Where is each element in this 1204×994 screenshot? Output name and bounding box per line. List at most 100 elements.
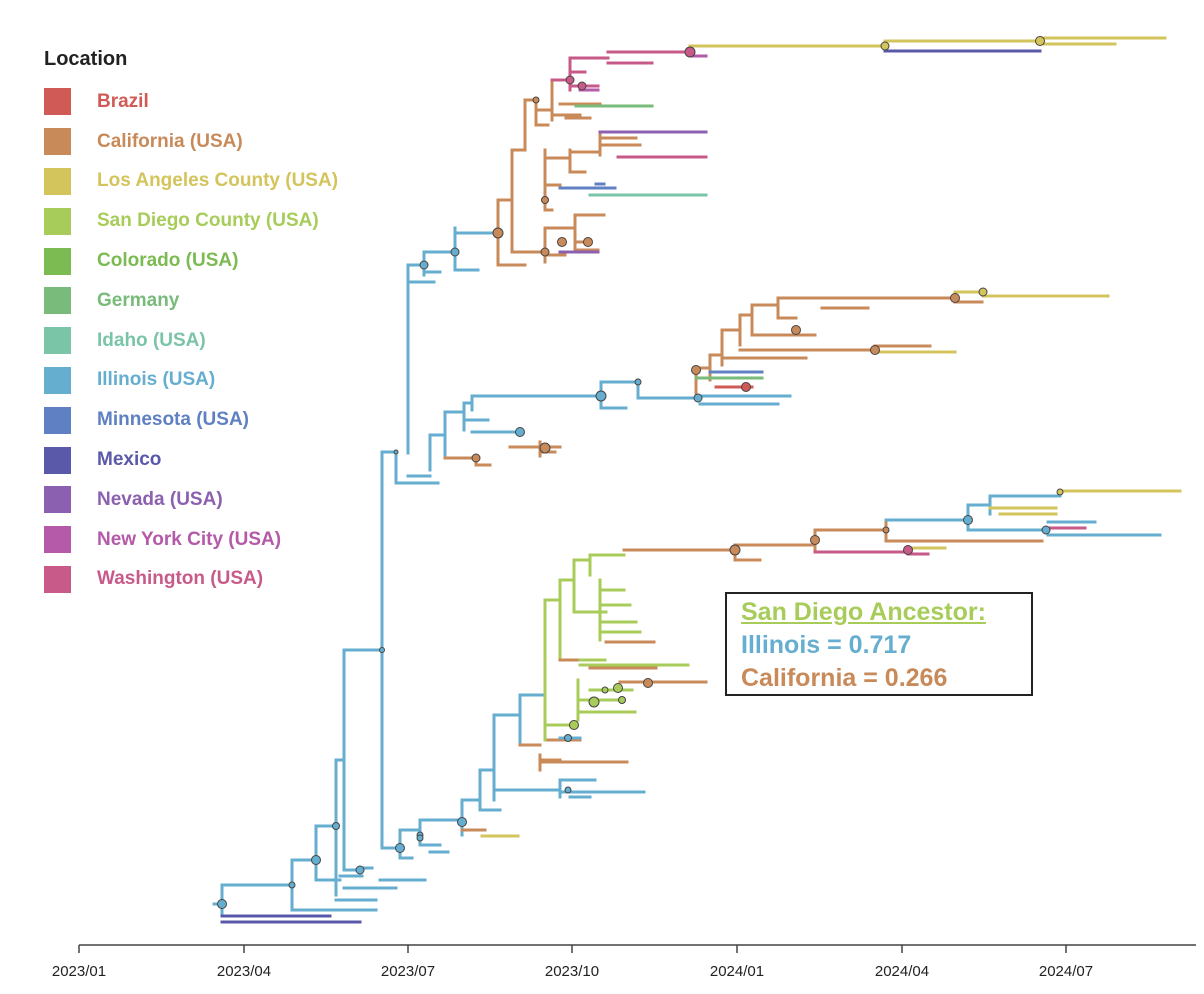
legend-item: Mexico: [44, 440, 338, 480]
tree-node: [393, 449, 399, 455]
tree-node: [595, 390, 607, 402]
tree-node: [217, 899, 227, 909]
tree-node: [643, 678, 653, 688]
tree-node: [729, 544, 741, 556]
tree-node: [457, 817, 467, 827]
legend-label: San Diego County (USA): [97, 210, 319, 232]
tree-node: [577, 81, 587, 91]
tree-node: [882, 526, 890, 534]
axis-tick-label: 2023/01: [52, 963, 106, 980]
tree-node: [539, 442, 551, 454]
tree-node: [564, 734, 572, 742]
tree-node: [741, 382, 751, 392]
legend-items: Brazil California (USA) Los Angeles County…: [44, 82, 338, 599]
legend-label: Mexico: [97, 449, 162, 471]
tree-node: [311, 855, 321, 865]
legend-swatch: [44, 526, 71, 554]
legend-swatch: [44, 366, 71, 394]
legend-swatch: [44, 207, 71, 235]
axis-tick-label: 2024/07: [1039, 963, 1093, 980]
legend-swatch: [44, 287, 71, 315]
legend-label: New York City (USA): [97, 528, 282, 550]
tree-node: [557, 237, 567, 247]
legend-item: Illinois (USA): [44, 361, 338, 401]
legend-label: Germany: [97, 289, 180, 311]
tree-node: [565, 75, 575, 85]
legend-swatch: [44, 128, 71, 156]
legend-item: Colorado (USA): [44, 241, 338, 281]
legend-label: Nevada (USA): [97, 488, 223, 510]
tree-node: [288, 881, 296, 889]
legend-item: New York City (USA): [44, 520, 338, 560]
legend-label: California (USA): [97, 130, 243, 152]
legend-swatch: [44, 88, 71, 116]
legend-swatch: [44, 406, 71, 434]
tree-node: [450, 247, 460, 257]
tree-node: [395, 843, 405, 853]
tree-node: [693, 393, 703, 403]
tree-node: [903, 545, 913, 555]
tree-node: [419, 260, 429, 270]
legend-item: Washington (USA): [44, 560, 338, 600]
time-axis: 2023/01 2023/04 2023/07 2023/10 2024/01 2024/…: [52, 944, 1196, 980]
axis-tick-label: 2024/01: [710, 963, 764, 980]
tree-node: [810, 535, 820, 545]
tree-node: [471, 453, 481, 463]
tree-node: [1035, 36, 1045, 46]
legend-item: Brazil: [44, 82, 338, 122]
tree-node: [515, 427, 525, 437]
tree-branches: [212, 36, 1182, 924]
tree-node: [613, 683, 623, 693]
axis-tick-label: 2023/04: [217, 963, 271, 980]
axis-tick-label: 2023/07: [381, 963, 435, 980]
tree-node: [583, 237, 593, 247]
tree-node: [569, 720, 579, 730]
ancestor-california-probability: California = 0.266: [741, 664, 948, 692]
axis-tick-label: 2024/04: [875, 963, 929, 980]
legend-item: California (USA): [44, 122, 338, 162]
legend-label: Los Angeles County (USA): [97, 170, 339, 192]
tree-node: [950, 293, 960, 303]
tree-node: [332, 822, 340, 830]
legend-item: Nevada (USA): [44, 480, 338, 520]
legend-label: Washington (USA): [97, 568, 264, 590]
legend-label: Brazil: [97, 90, 149, 112]
tree-node: [541, 196, 549, 204]
legend-swatch: [44, 446, 71, 474]
location-legend: Location Brazil California (USA) Los Angel…: [44, 48, 338, 599]
tree-node: [492, 227, 504, 239]
tree-node: [532, 96, 540, 104]
tree-node: [978, 287, 988, 297]
tree-node: [880, 41, 890, 51]
tree-node: [691, 365, 701, 375]
tree-node: [791, 325, 801, 335]
tree-node: [634, 378, 642, 386]
tree-node: [355, 865, 365, 875]
legend-label: Idaho (USA): [97, 329, 206, 351]
tree-node: [1056, 488, 1064, 496]
axis-tick-label: 2023/10: [545, 963, 599, 980]
legend-label: Illinois (USA): [97, 369, 216, 391]
tree-node: [564, 786, 572, 794]
tree-node: [870, 345, 880, 355]
ancestor-illinois-probability: Illinois = 0.717: [741, 631, 912, 659]
legend-swatch: [44, 247, 71, 275]
legend-label: Minnesota (USA): [97, 409, 249, 431]
tree-node: [684, 46, 696, 58]
legend-label: Colorado (USA): [97, 250, 239, 272]
ancestor-annotation-box: San Diego Ancestor: Illinois = 0.717 Cal…: [725, 592, 1033, 696]
legend-item: Los Angeles County (USA): [44, 162, 338, 202]
tree-node: [618, 696, 626, 704]
tree-node: [379, 647, 385, 653]
legend-item: Idaho (USA): [44, 321, 338, 361]
tree-nodes: [217, 36, 1064, 909]
legend-item: Minnesota (USA): [44, 400, 338, 440]
tree-node: [963, 515, 973, 525]
legend-swatch: [44, 486, 71, 514]
legend-item: San Diego County (USA): [44, 201, 338, 241]
legend-swatch: [44, 167, 71, 195]
legend-title: Location: [44, 48, 128, 70]
legend-swatch: [44, 565, 71, 593]
tree-node: [540, 247, 550, 257]
